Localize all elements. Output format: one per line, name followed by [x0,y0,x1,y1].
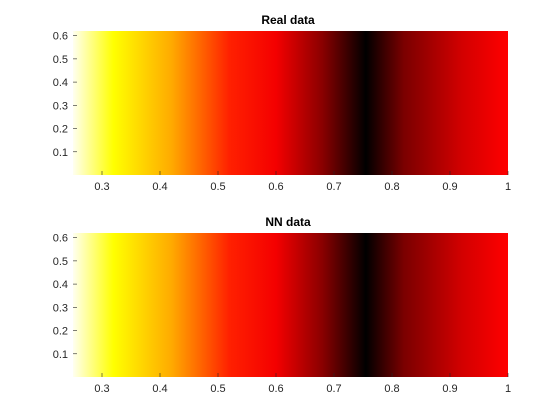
x-tick-label: 0.4 [152,383,167,395]
heatmap-image [73,233,508,377]
heatmap-plot-area: 0.3 0.4 0.5 0.6 0.7 0.8 0.9 1 0.1 0.2 0.3 0.4 0.5 0.6 [53,233,511,395]
x-tick-label: 0.9 [442,181,457,193]
x-tick-label: 1 [505,181,511,193]
x-tick-label: 0.8 [384,181,399,193]
x-tick-label: 1 [505,383,511,395]
y-tick-label: 0.3 [53,302,68,314]
y-tick-label: 0.4 [53,279,68,291]
y-tick-label: 0.6 [53,233,68,245]
x-tick-label: 0.7 [326,181,341,193]
panel-real-data: Real data 0.3 0.4 0.5 0.6 0.7 0.8 0.9 10.10.20.… [53,13,511,193]
y-tick-label: 0.6 [53,31,68,43]
x-tick-label: 0.3 [94,383,109,395]
chart-title: NN data [265,215,311,229]
y-tick-label: 0.1 [53,349,68,361]
y-tick-label: 0.3 [53,100,68,112]
x-tick-label: 0.6 [268,181,283,193]
y-tick-label: 0.4 [53,77,68,89]
x-tick-label: 0.9 [442,383,457,395]
y-tick-label: 0.2 [53,326,68,338]
heatmap-plot-area: 0.3 0.4 0.5 0.6 0.7 0.8 0.9 1 0.1 0.2 0.3 0.4 0.5 0.6 [53,31,511,193]
y-tick-label: 0.1 [53,147,68,159]
panel-nn-data: NN data 0.3 0.4 0.5 0.6 0.7 0.8 0.9 10.10.20.30… [53,215,511,395]
heatmap-image [73,31,508,175]
y-tick-label: 0.2 [53,124,68,136]
x-tick-label: 0.5 [210,383,225,395]
x-tick-label: 0.8 [384,383,399,395]
x-tick-label: 0.7 [326,383,341,395]
chart-title: Real data [261,13,315,27]
x-tick-label: 0.3 [94,181,109,193]
y-tick-label: 0.5 [53,54,68,66]
x-tick-label: 0.4 [152,181,167,193]
y-tick-label: 0.5 [53,256,68,268]
x-tick-label: 0.6 [268,383,283,395]
x-tick-label: 0.5 [210,181,225,193]
